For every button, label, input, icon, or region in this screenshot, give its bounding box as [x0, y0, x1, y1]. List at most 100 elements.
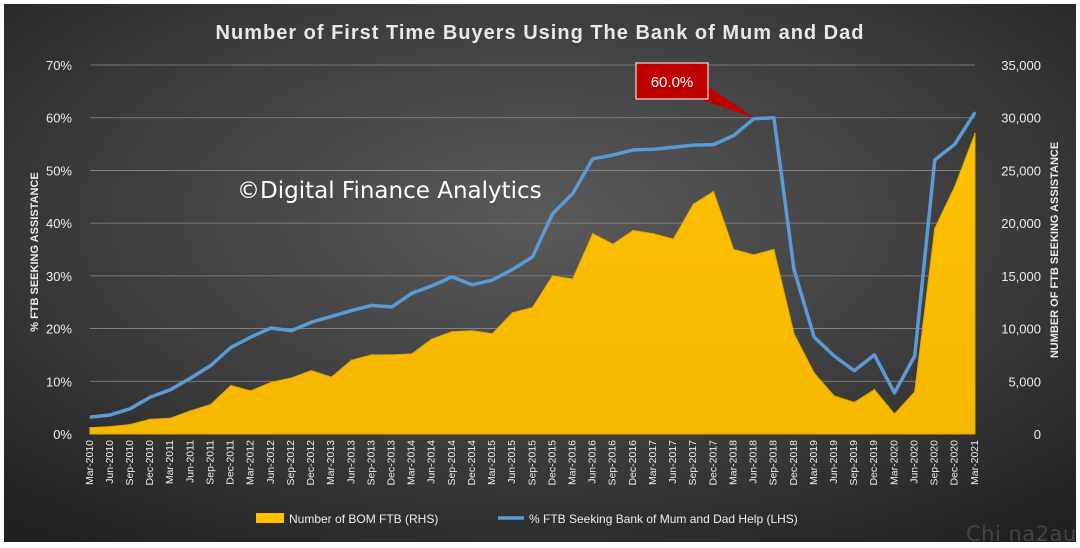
area-point: [229, 384, 232, 387]
line-point: [793, 268, 795, 271]
line-point: [370, 304, 373, 307]
x-tick-label: Sep-2013: [365, 440, 377, 486]
copyright-annotation: ©Digital Finance Analytics: [237, 178, 542, 204]
area-point: [873, 388, 876, 391]
area-point: [752, 253, 755, 256]
x-tick-label: Dec-2019: [868, 440, 880, 486]
area-point: [370, 354, 373, 356]
area-point: [149, 418, 152, 421]
watermark: Chi na2au: [966, 522, 1077, 546]
peak-callout-box: [635, 62, 709, 100]
x-tick-label: Sep-2011: [204, 440, 216, 485]
x-tick-label: Sep-2010: [124, 440, 136, 486]
area-point: [189, 410, 192, 412]
line-point: [672, 146, 675, 149]
legend-area-label: Number of BOM FTB (RHS): [289, 512, 438, 526]
line-point: [652, 148, 654, 151]
x-tick-label: Jun-2016: [587, 440, 599, 484]
x-tick-label: Mar-2011: [164, 440, 176, 484]
line-point: [229, 346, 232, 349]
left-tick-label: 40%: [46, 216, 72, 231]
area-point: [652, 232, 654, 235]
left-axis-ticks: 0% 10% 20% 30% 40% 50% 60% 70%: [46, 58, 72, 442]
line-point: [411, 292, 413, 295]
area-point: [250, 389, 252, 392]
line-point: [451, 276, 453, 278]
line-point: [933, 159, 936, 161]
line-point: [954, 143, 956, 145]
right-tick-label: 0: [1034, 427, 1041, 442]
x-tick-label: Sep-2012: [285, 440, 297, 486]
area-point: [89, 426, 91, 429]
chart-title: Number of First Time Buyers Using The Ba…: [216, 22, 865, 44]
bom-ftb-area: [89, 133, 976, 435]
area-point: [169, 417, 172, 419]
x-tick-label: Sep-2018: [768, 440, 780, 486]
line-point: [531, 256, 534, 258]
area-point: [954, 185, 956, 188]
area-point: [672, 238, 675, 240]
line-point: [692, 144, 695, 146]
area-point: [390, 354, 393, 356]
area-point: [793, 333, 795, 335]
line-point: [290, 329, 292, 332]
x-tick-label: Dec-2015: [546, 440, 558, 486]
area-point: [712, 190, 715, 193]
area-point: [612, 243, 614, 246]
line-point: [390, 306, 393, 308]
left-tick-label: 70%: [46, 58, 72, 73]
area-point: [209, 403, 212, 406]
left-axis-label: % FTB SEEKING ASSISTANCE: [29, 172, 41, 332]
line-point: [833, 355, 836, 357]
area-point: [592, 232, 594, 235]
x-tick-label: Jun-2015: [506, 440, 518, 484]
line-point: [873, 354, 876, 356]
x-tick-label: Sep-2019: [848, 440, 860, 486]
left-tick-label: 10%: [46, 374, 72, 389]
area-point: [411, 353, 413, 355]
line-point: [250, 336, 252, 338]
x-tick-label: Jun-2017: [667, 440, 679, 484]
area-point: [692, 203, 695, 205]
x-tick-label: Dec-2014: [466, 440, 478, 486]
legend-line-label: % FTB Seeking Bank of Mum and Dad Help (…: [529, 512, 798, 526]
line-point: [189, 377, 192, 379]
peak-callout-pointer: [694, 86, 754, 118]
peak-callout-label: 60.0%: [651, 74, 694, 91]
x-tick-label: Mar-2013: [325, 440, 337, 485]
x-tick-label: Dec-2020: [949, 440, 961, 486]
x-tick-label: Mar-2012: [245, 440, 257, 485]
area-point: [933, 227, 936, 230]
line-point: [732, 134, 735, 137]
left-tick-label: 60%: [46, 111, 72, 126]
x-tick-label: Dec-2017: [707, 440, 719, 486]
left-tick-label: 50%: [46, 163, 72, 178]
line-point: [89, 416, 91, 418]
area-points: [89, 132, 976, 429]
line-point: [270, 327, 272, 329]
area-point: [129, 423, 132, 426]
area-point: [813, 372, 815, 374]
line-point: [310, 321, 313, 324]
line-point: [913, 355, 916, 357]
line-point: [712, 143, 715, 146]
x-axis-labels: Mar-2010 Jun-2010 Sep-2010 Dec-2010 Mar-2011…: [84, 440, 981, 486]
line-points: [89, 111, 976, 418]
x-tick-label: Mar-2021: [969, 440, 981, 485]
area-point: [531, 306, 534, 309]
x-tick-label: Jun-2014: [426, 440, 438, 484]
area-point: [913, 391, 916, 393]
line-point: [974, 111, 976, 114]
line-point: [592, 158, 594, 160]
x-tick-label: Jun-2010: [104, 440, 116, 484]
line-point: [350, 309, 353, 312]
legend-area-swatch: [256, 513, 284, 523]
area-point: [109, 425, 111, 428]
line-point: [612, 154, 614, 156]
line-point: [632, 149, 634, 151]
area-point: [431, 338, 433, 340]
x-tick-label: Sep-2017: [687, 440, 699, 486]
area-point: [350, 359, 353, 362]
line-point: [752, 117, 755, 120]
right-tick-label: 5,000: [1008, 374, 1041, 389]
